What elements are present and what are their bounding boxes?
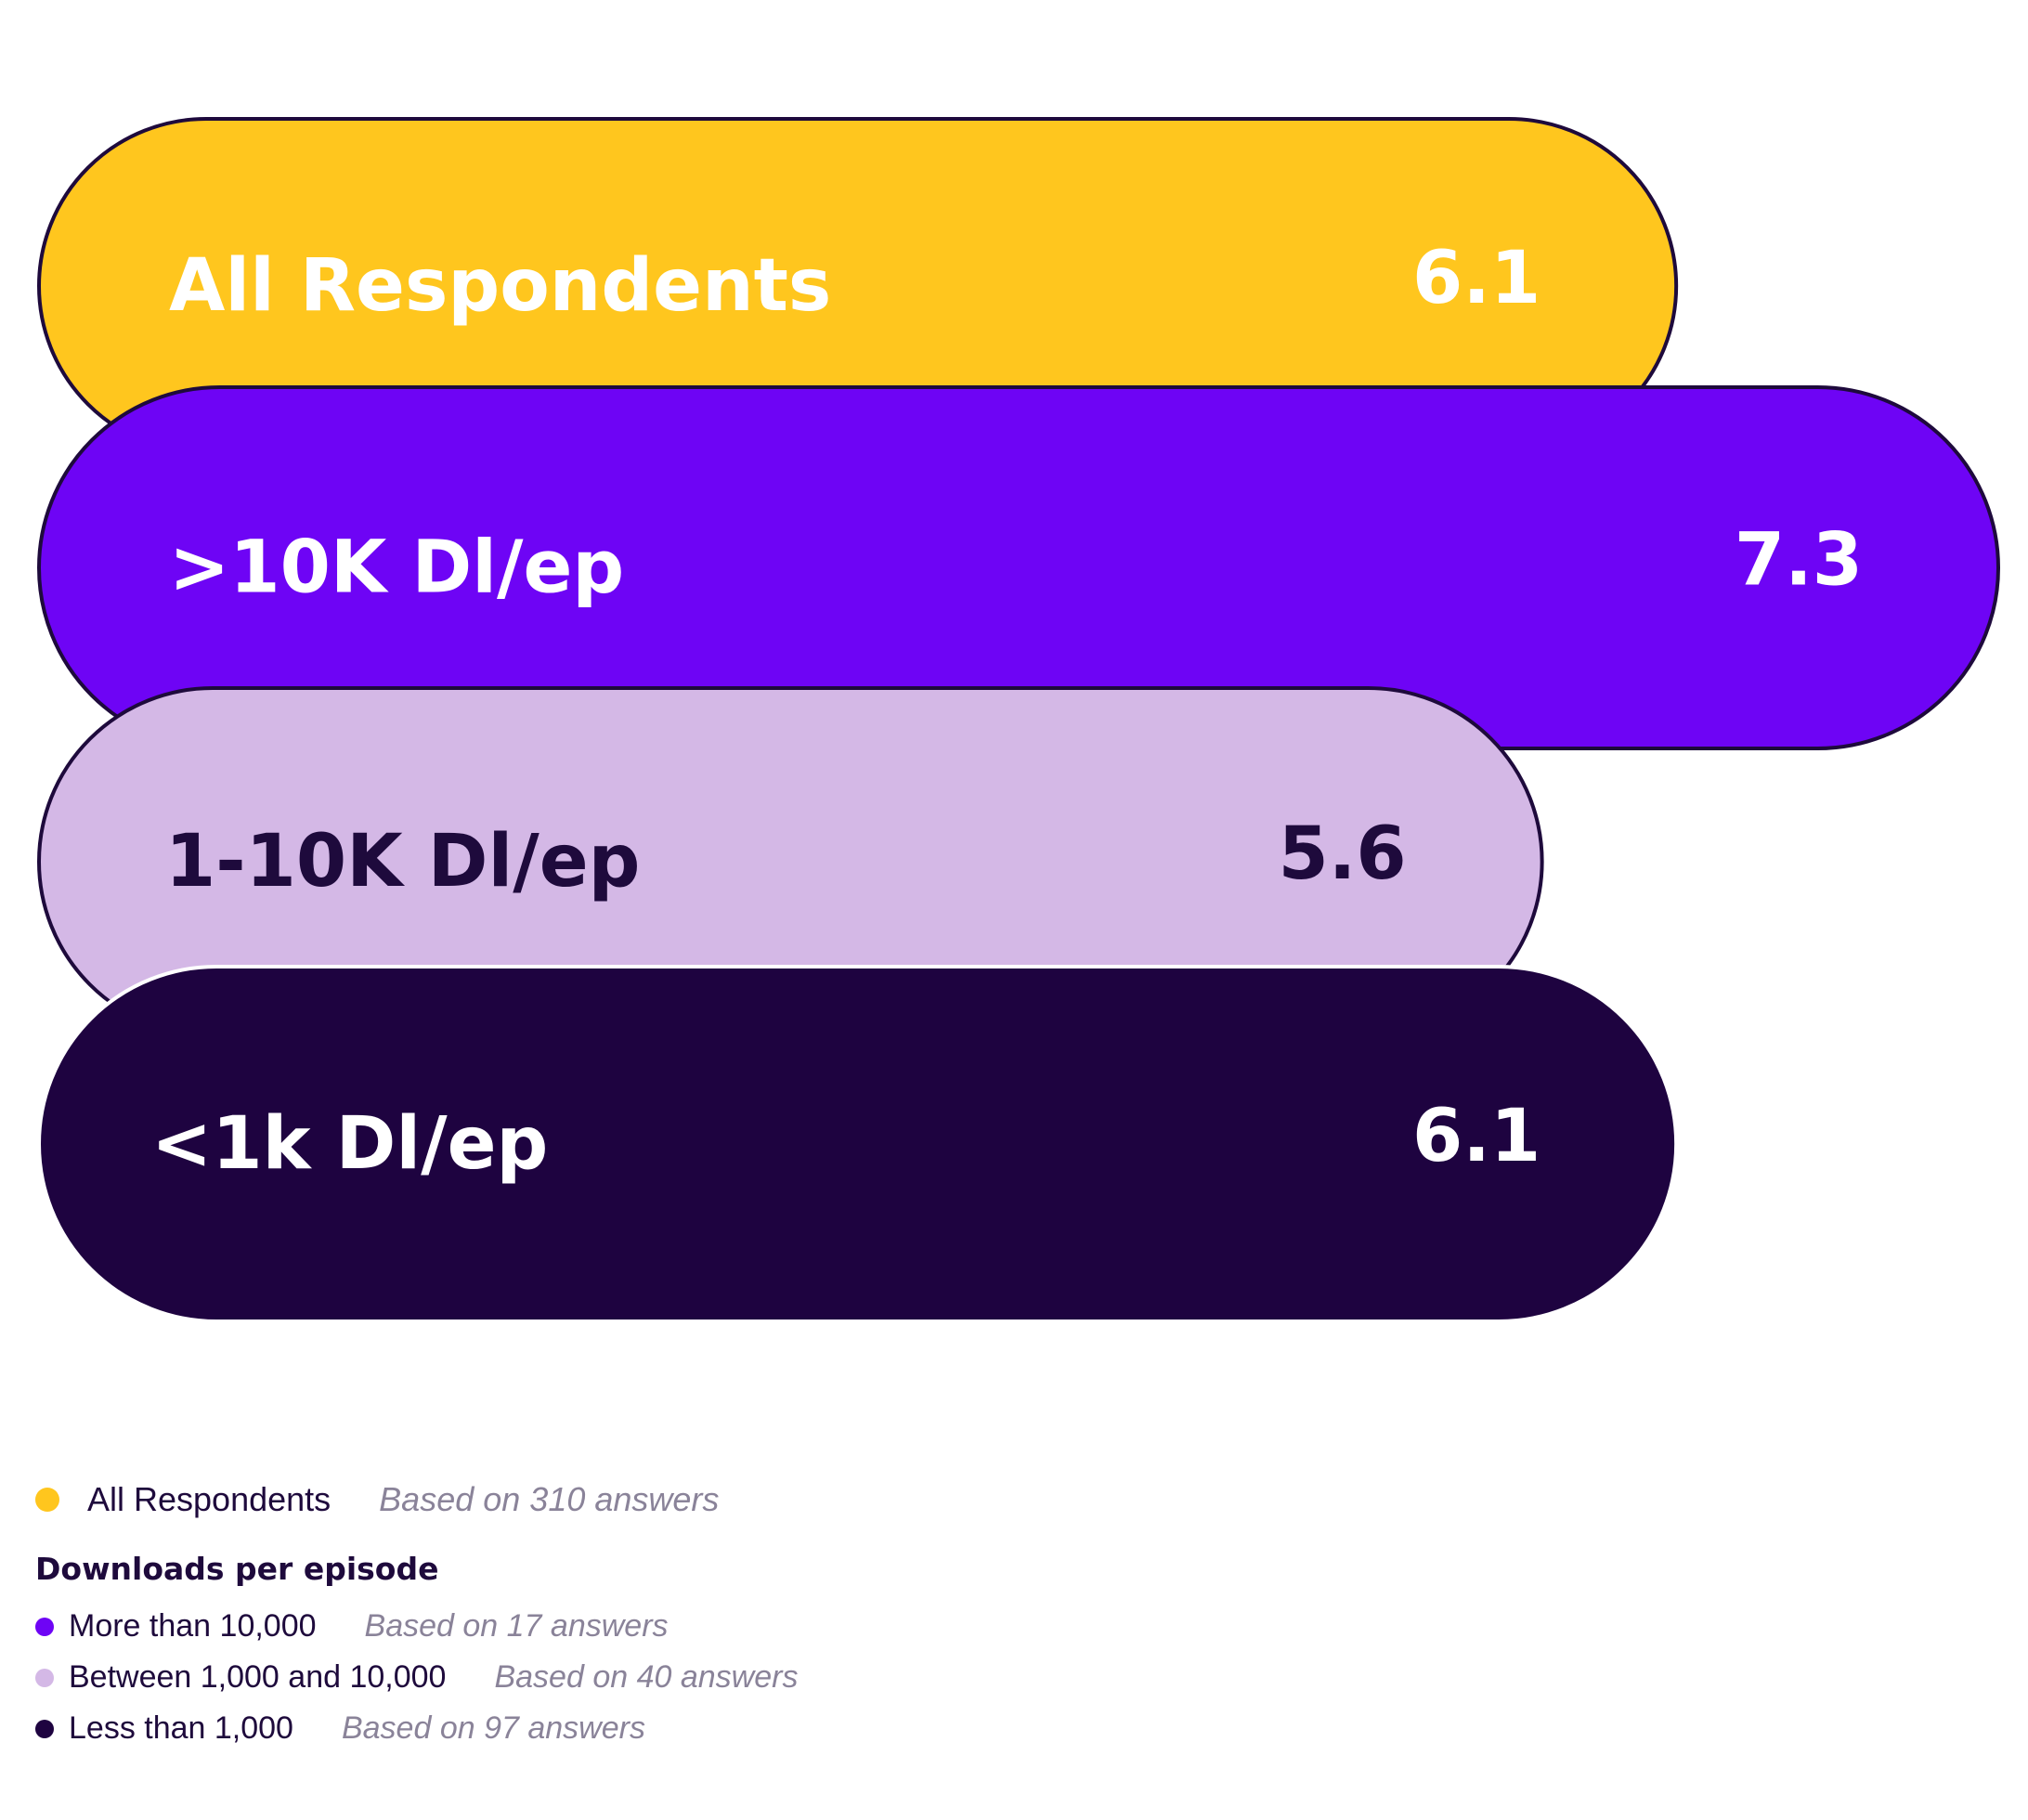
bar-value-label: 6.1 [1412,237,1540,320]
legend-dot [35,1668,54,1687]
bar-label: All Respondents [169,244,831,328]
bar-group-all-respondents: All Respondents 6.1 [37,117,1679,455]
legend-dot [35,1617,54,1636]
legend-label: All Respondents [87,1480,332,1518]
bar-label: <1k Dl/ep [151,1102,548,1186]
bar-group-1-10k-dl-ep: 1-10K Dl/ep 5.6 [37,686,1544,1037]
bar-value-label: 5.6 [1279,812,1407,896]
legend-label: Between 1,000 and 10,000 [69,1659,447,1695]
bar-value-label: 7.3 [1735,519,1863,603]
legend-note: Based on 40 answers [494,1659,799,1695]
bar-label: >10K Dl/ep [169,526,624,610]
legend-dot [35,1719,54,1738]
legend: All Respondents Based on 310 answers Dow… [35,1467,1335,1754]
legend-item-less-than-1000: Less than 1,000 Based on 97 answers [35,1703,1335,1754]
bar-group-10k-dl-ep: >10K Dl/ep 7.3 [37,385,2000,750]
legend-note: Based on 17 answers [364,1608,669,1644]
legend-label: Less than 1,000 [69,1710,293,1746]
legend-note: Based on 97 answers [341,1710,645,1746]
bar-chart: All Respondents 6.1 >10K Dl/ep 7.3 1-10K Dl/… [37,117,2000,1323]
legend-heading: Downloads per episode [35,1550,439,1587]
legend-dot-all-respondents [35,1488,59,1512]
legend-label: More than 10,000 [69,1608,317,1644]
legend-item-all-respondents: All Respondents Based on 310 answers [35,1467,1335,1532]
bar-group-1k-dl-ep: <1k Dl/ep 6.1 [37,965,1679,1323]
legend-item-between-1000-and-10000: Between 1,000 and 10,000 Based on 40 ans… [35,1652,1335,1703]
legend-item-more-than-10000: More than 10,000 Based on 17 answers [35,1601,1335,1652]
bar-1k-dl-ep [37,965,1679,1323]
bar-label: 1-10K Dl/ep [165,820,641,904]
bar-value-label: 6.1 [1412,1095,1540,1178]
legend-note: Based on 310 answers [379,1480,720,1518]
